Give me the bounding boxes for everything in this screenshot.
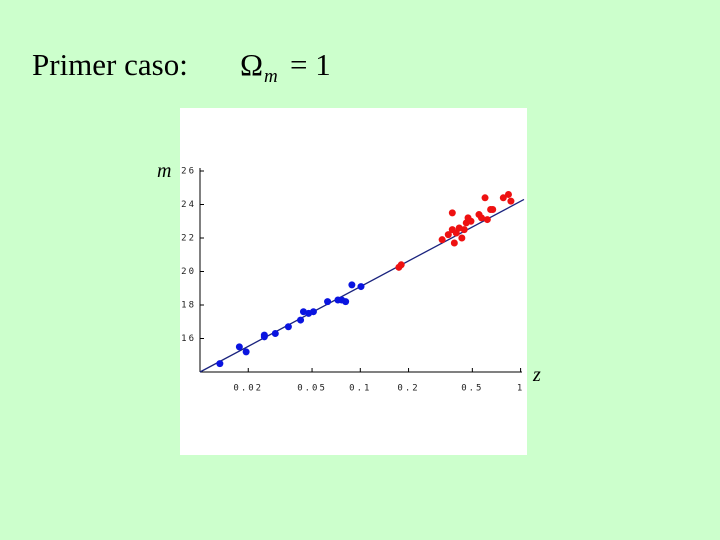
data-point [242, 348, 250, 356]
data-point [324, 298, 332, 306]
omega-value: = 1 [290, 47, 331, 82]
title: Primer caso: [32, 47, 188, 82]
x-axis-label: z [532, 364, 541, 386]
data-point [444, 231, 452, 239]
x-tick-label: 0.5 [461, 384, 483, 394]
data-point [438, 236, 446, 244]
y-tick-label: 18 [181, 301, 196, 311]
data-point [477, 214, 485, 222]
data-point [504, 190, 512, 198]
omega-subscript: m [264, 66, 278, 87]
data-point [309, 308, 317, 316]
x-tick-label: 0.05 [297, 384, 327, 394]
data-point [235, 343, 243, 351]
data-point [284, 323, 292, 331]
data-point [348, 281, 356, 289]
data-point [460, 226, 468, 234]
plot-panel [180, 108, 527, 455]
data-point [397, 261, 405, 269]
y-tick-label: 16 [181, 334, 196, 344]
x-tick-label: 0.02 [233, 384, 263, 394]
y-tick-label: 26 [181, 167, 196, 177]
y-axis-label: m [157, 160, 171, 182]
omega: Ω [240, 47, 263, 82]
data-point [450, 239, 458, 247]
data-point [507, 197, 515, 205]
data-point [458, 234, 466, 242]
data-point [342, 298, 350, 306]
data-point [483, 216, 491, 224]
x-tick-label: 0.2 [397, 384, 419, 394]
data-point [481, 194, 489, 202]
data-point [297, 316, 305, 324]
data-point [271, 329, 279, 337]
y-tick-label: 24 [181, 200, 196, 210]
data-point [489, 206, 497, 214]
data-point [448, 209, 456, 217]
data-point [499, 194, 507, 202]
data-point [216, 360, 224, 368]
y-tick-label: 22 [181, 234, 196, 244]
data-point [467, 217, 475, 225]
x-tick-label: 0.1 [349, 384, 371, 394]
y-tick-label: 20 [181, 267, 196, 277]
x-tick-label: 1 [517, 384, 524, 394]
data-point [260, 333, 268, 341]
data-point [357, 283, 365, 291]
